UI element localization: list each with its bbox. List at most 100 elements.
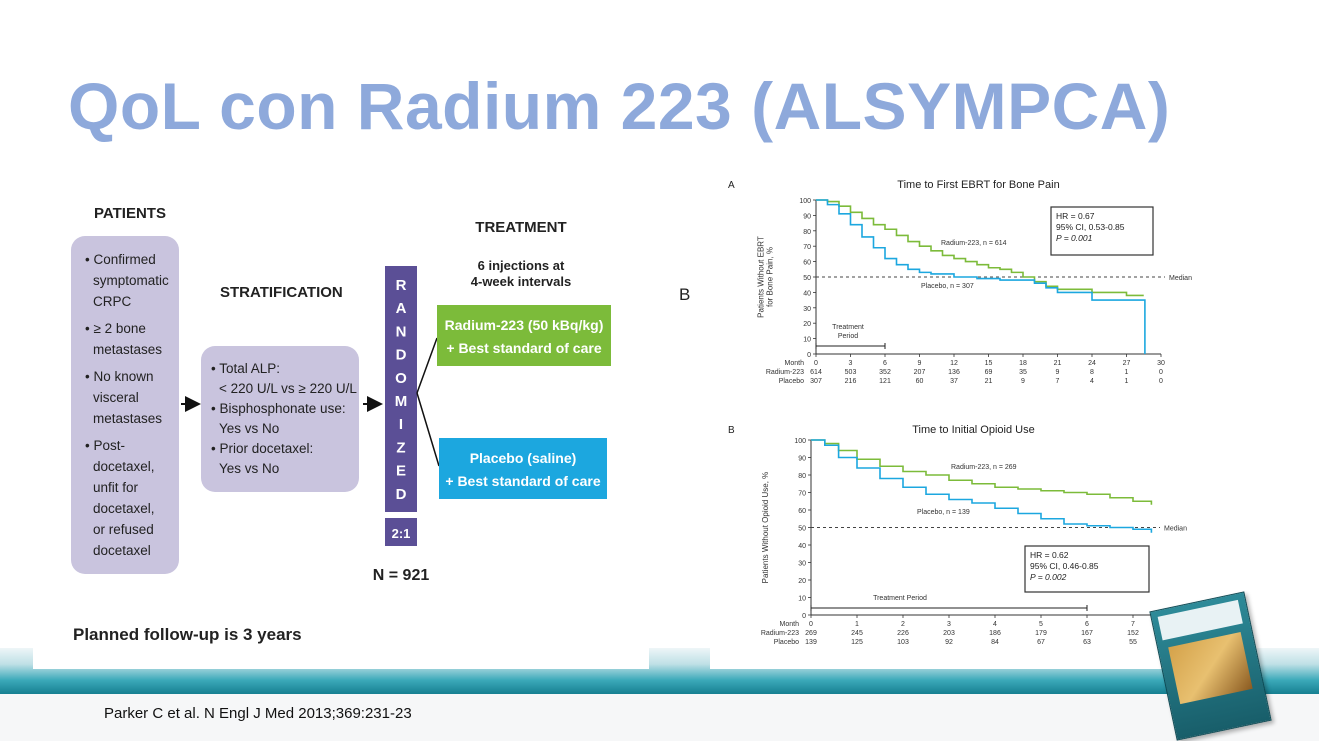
ratio-label: 2:1 — [392, 526, 411, 541]
at-risk-value: 203 — [943, 630, 955, 637]
x-tick-label: 5 — [1039, 621, 1043, 628]
branch-radium — [416, 337, 438, 394]
patients-box — [71, 236, 179, 574]
treatment-sub-1: 6 injections at — [478, 258, 565, 273]
x-tick-label: 24 — [1088, 360, 1096, 367]
chart-title: Time to Initial Opioid Use — [912, 424, 1034, 436]
km-chart-ebrt: A Time to First EBRT for Bone Pain0102030… — [728, 179, 1192, 385]
placebo-arm-box — [439, 438, 607, 499]
at-risk-value: 186 — [989, 630, 1001, 637]
stats-ci: 95% CI, 0.53-0.85 — [1056, 222, 1125, 232]
y-tick-label: 20 — [798, 578, 806, 585]
y-tick-label: 70 — [798, 491, 806, 498]
followup-note: Planned follow-up is 3 years — [73, 625, 302, 644]
series-line — [811, 439, 1153, 505]
x-tick-label: 18 — [1019, 360, 1027, 367]
randomized-letter: D — [396, 347, 407, 364]
x-tick-label: 30 — [1157, 360, 1165, 367]
at-risk-value: 179 — [1035, 630, 1047, 637]
stratification-line: Yes vs No — [219, 421, 279, 436]
y-tick-label: 10 — [798, 596, 806, 603]
km-chart-opioid: B Time to Initial Opioid Use0102030405060… — [728, 424, 1187, 646]
x-axis-label: Month — [785, 360, 805, 367]
median-label: Median — [1169, 275, 1192, 282]
at-risk-value: 269 — [805, 630, 817, 637]
x-tick-label: 3 — [849, 360, 853, 367]
at-risk-value: 9 — [1021, 378, 1025, 385]
at-risk-value: 0 — [1159, 369, 1163, 376]
stratification-line: < 220 U/L vs ≥ 220 U/L — [219, 381, 357, 396]
x-tick-label: 2 — [901, 621, 905, 628]
at-risk-value: 63 — [1083, 639, 1091, 646]
y-tick-label: 20 — [803, 321, 811, 328]
treatment-heading: TREATMENT — [475, 219, 566, 236]
patients-criterion-line: • Confirmed — [85, 252, 156, 267]
at-risk-value: 121 — [879, 378, 891, 385]
y-tick-label: 50 — [803, 275, 811, 282]
at-risk-value: 125 — [851, 639, 863, 646]
at-risk-value: 216 — [845, 378, 857, 385]
branch-placebo — [416, 392, 440, 467]
patients-criterion-line: symptomatic — [93, 273, 169, 288]
y-tick-label: 30 — [803, 306, 811, 313]
x-tick-label: 4 — [993, 621, 997, 628]
y-tick-label: 0 — [802, 613, 806, 620]
ratio-box — [385, 518, 417, 546]
y-tick-label: 0 — [807, 352, 811, 359]
at-risk-value: 136 — [948, 369, 960, 376]
trial-design-diagram: PATIENTS • Confirmed symptomatic CRPC • ≥ 2… — [71, 205, 611, 644]
at-risk-value: 1 — [1125, 378, 1129, 385]
at-risk-value: 167 — [1081, 630, 1093, 637]
placebo-arm-line-1: Placebo (saline) — [470, 450, 577, 466]
stratification-heading: STRATIFICATION — [220, 284, 343, 301]
at-risk-value: 92 — [945, 639, 953, 646]
at-risk-value: 352 — [879, 369, 891, 376]
randomized-letter: E — [396, 463, 406, 480]
footer-area — [0, 694, 1319, 741]
randomized-letter: R — [396, 277, 407, 294]
treatment-sub-2: 4-week intervals — [471, 274, 571, 289]
trial-design-panel: PATIENTS • Confirmed symptomatic CRPC • ≥ 2… — [33, 188, 649, 669]
patients-criterion-line: unfit for — [93, 480, 139, 495]
y-tick-label: 50 — [798, 526, 806, 533]
y-tick-label: 30 — [798, 561, 806, 568]
treatment-period-label: Treatment Period — [873, 595, 927, 602]
patients-criterion-line: docetaxel, — [93, 501, 155, 516]
x-tick-label: 27 — [1123, 360, 1131, 367]
at-risk-value: 1 — [1125, 369, 1129, 376]
treatment-period-label: Treatment — [832, 324, 864, 331]
at-risk-value: 307 — [810, 378, 822, 385]
stratification-line: • Total ALP: — [211, 361, 280, 376]
randomized-letter: I — [399, 416, 403, 433]
x-axis-label: Month — [780, 621, 800, 628]
x-tick-label: 12 — [950, 360, 958, 367]
series-line — [811, 439, 1153, 533]
patients-criterion-line: • ≥ 2 bone — [85, 321, 146, 336]
x-tick-label: 9 — [918, 360, 922, 367]
series-label: Radium-223, n = 269 — [951, 464, 1017, 471]
radium-arm-line-1: Radium-223 (50 kBq/kg) — [445, 317, 604, 333]
x-tick-label: 21 — [1054, 360, 1062, 367]
stats-box — [1050, 206, 1154, 256]
randomized-letter: A — [396, 300, 407, 317]
stratification-box — [201, 346, 359, 492]
y-tick-label: 10 — [803, 337, 811, 344]
citation: Parker C et al. N Engl J Med 2013;369:23… — [104, 705, 412, 722]
y-tick-label: 100 — [799, 198, 811, 205]
stratification-line: Yes vs No — [219, 461, 279, 476]
at-risk-label: Radium-223 — [761, 630, 799, 637]
x-tick-label: 3 — [947, 621, 951, 628]
x-tick-label: 0 — [814, 360, 818, 367]
randomized-letter: D — [396, 486, 407, 503]
radium-arm-line-2: + Best standard of care — [446, 340, 601, 356]
x-tick-label: 0 — [809, 621, 813, 628]
at-risk-value: 9 — [1056, 369, 1060, 376]
x-tick-label: 7 — [1131, 621, 1135, 628]
series-label: Radium-223, n = 614 — [941, 240, 1007, 247]
chart-title: Time to First EBRT for Bone Pain — [897, 179, 1059, 191]
patients-criterion-line: • No known — [85, 369, 154, 384]
stratification-line: • Bisphosphonate use: — [211, 401, 346, 416]
y-tick-label: 40 — [803, 290, 811, 297]
panel-label: A — [728, 180, 735, 191]
